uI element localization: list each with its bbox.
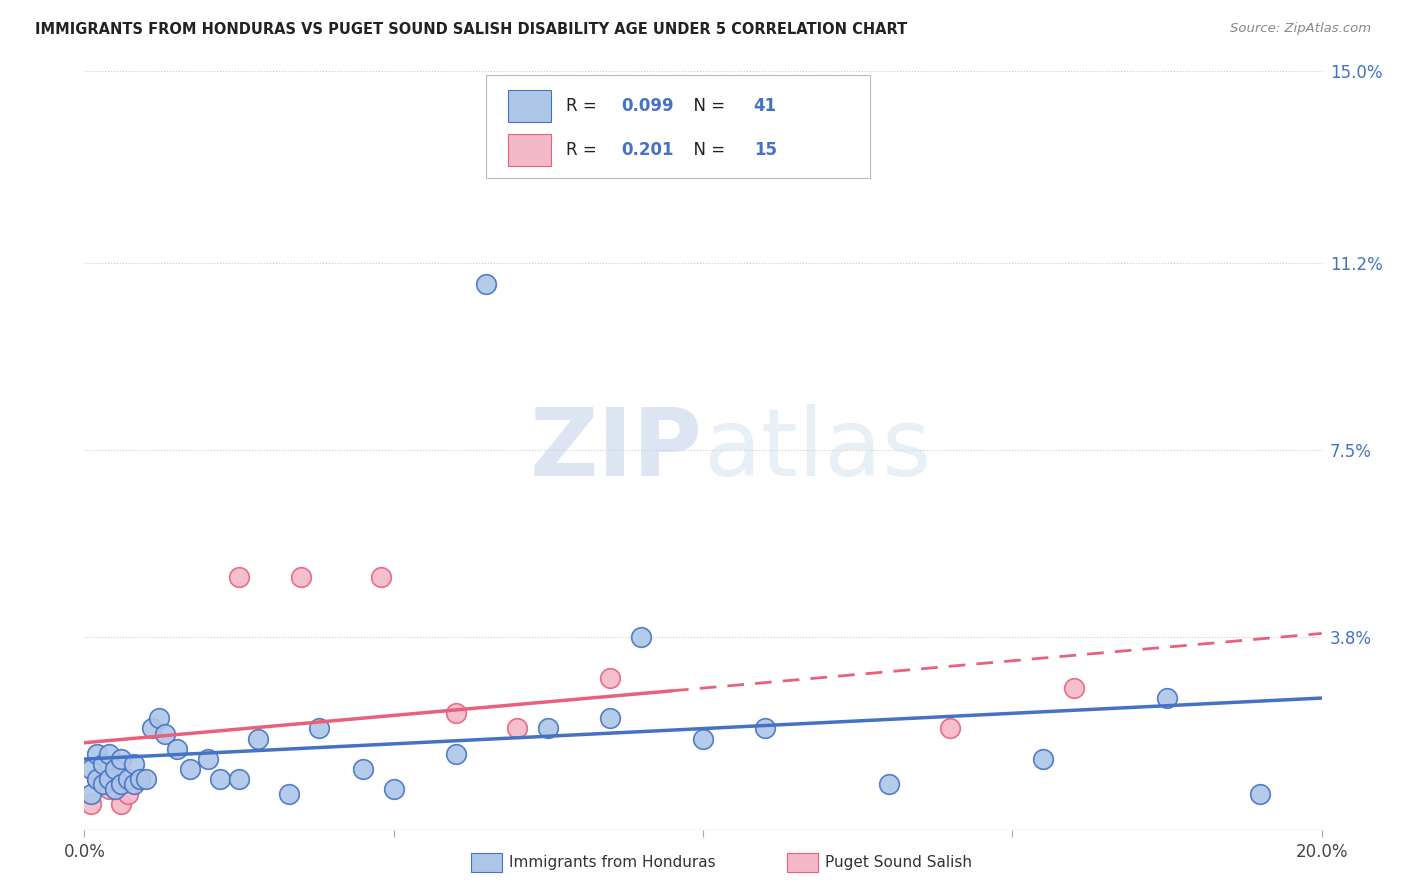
Point bbox=[166, 741, 188, 756]
Point bbox=[98, 747, 121, 761]
Point bbox=[308, 722, 330, 736]
Point bbox=[91, 762, 114, 776]
Point bbox=[277, 787, 299, 801]
Point bbox=[1032, 752, 1054, 766]
Point bbox=[599, 671, 621, 685]
Text: Puget Sound Salish: Puget Sound Salish bbox=[825, 855, 973, 870]
Point bbox=[352, 762, 374, 776]
Point bbox=[86, 772, 108, 786]
Point bbox=[444, 706, 467, 721]
Text: ZIP: ZIP bbox=[530, 404, 703, 497]
FancyBboxPatch shape bbox=[508, 135, 551, 166]
Point bbox=[630, 631, 652, 645]
Text: 41: 41 bbox=[754, 96, 778, 115]
Point bbox=[79, 787, 101, 801]
Text: N =: N = bbox=[683, 96, 731, 115]
Point bbox=[135, 772, 157, 786]
Point bbox=[79, 762, 101, 776]
Point bbox=[148, 711, 170, 725]
Point bbox=[86, 747, 108, 761]
FancyBboxPatch shape bbox=[486, 75, 870, 178]
Point bbox=[599, 711, 621, 725]
Point bbox=[91, 756, 114, 771]
Point bbox=[91, 777, 114, 791]
Point bbox=[153, 726, 176, 740]
Point bbox=[104, 762, 127, 776]
Text: N =: N = bbox=[683, 141, 731, 159]
Text: R =: R = bbox=[565, 141, 602, 159]
Point bbox=[86, 772, 108, 786]
Point bbox=[537, 722, 560, 736]
Point bbox=[197, 752, 219, 766]
Point bbox=[506, 722, 529, 736]
Text: 0.099: 0.099 bbox=[621, 96, 673, 115]
Point bbox=[122, 777, 145, 791]
Point bbox=[246, 731, 269, 746]
Point bbox=[692, 731, 714, 746]
Point bbox=[228, 570, 250, 584]
FancyBboxPatch shape bbox=[508, 90, 551, 121]
Point bbox=[110, 797, 132, 812]
Point bbox=[110, 752, 132, 766]
Point bbox=[1063, 681, 1085, 695]
Point bbox=[179, 762, 201, 776]
Point bbox=[129, 772, 152, 786]
Text: 15: 15 bbox=[754, 141, 776, 159]
Text: IMMIGRANTS FROM HONDURAS VS PUGET SOUND SALISH DISABILITY AGE UNDER 5 CORRELATIO: IMMIGRANTS FROM HONDURAS VS PUGET SOUND … bbox=[35, 22, 907, 37]
Point bbox=[475, 277, 498, 291]
Point bbox=[1156, 691, 1178, 706]
Text: Immigrants from Honduras: Immigrants from Honduras bbox=[509, 855, 716, 870]
Point bbox=[877, 777, 900, 791]
Point bbox=[122, 756, 145, 771]
Text: 0.201: 0.201 bbox=[621, 141, 673, 159]
Text: R =: R = bbox=[565, 96, 602, 115]
Point bbox=[98, 782, 121, 797]
Point bbox=[79, 797, 101, 812]
Point bbox=[117, 787, 139, 801]
Point bbox=[104, 772, 127, 786]
Point bbox=[370, 570, 392, 584]
Point bbox=[444, 747, 467, 761]
Point bbox=[754, 722, 776, 736]
Point bbox=[1249, 787, 1271, 801]
Point bbox=[290, 570, 312, 584]
Point bbox=[98, 772, 121, 786]
Point bbox=[939, 722, 962, 736]
Point bbox=[104, 782, 127, 797]
Point bbox=[110, 777, 132, 791]
Point bbox=[382, 782, 405, 797]
Point bbox=[141, 722, 163, 736]
Point bbox=[228, 772, 250, 786]
Point bbox=[209, 772, 232, 786]
Point bbox=[117, 772, 139, 786]
Text: atlas: atlas bbox=[703, 404, 931, 497]
Text: Source: ZipAtlas.com: Source: ZipAtlas.com bbox=[1230, 22, 1371, 36]
